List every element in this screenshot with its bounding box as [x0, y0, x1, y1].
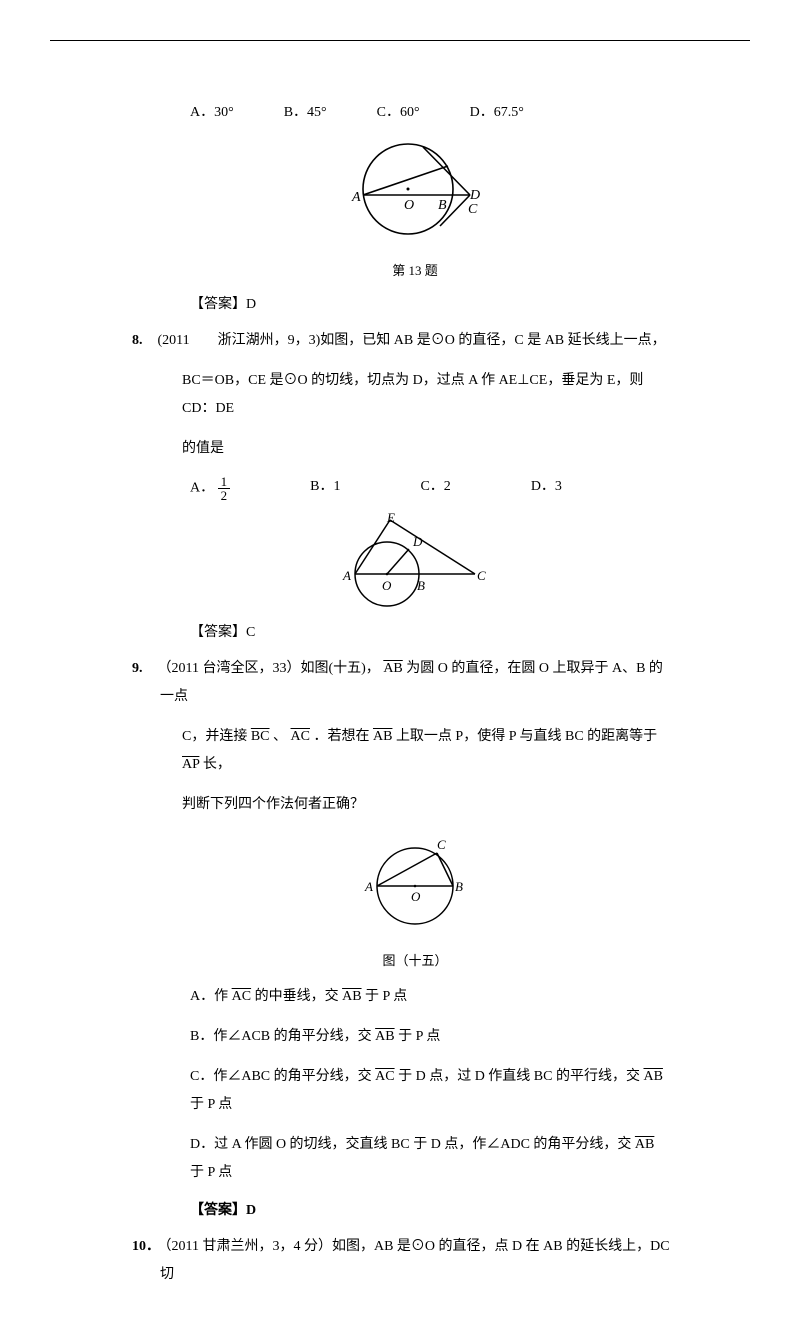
q7-opt-b: B．45°: [284, 101, 327, 121]
q9-answer: 【答案】D: [190, 1199, 670, 1219]
q9-label-O: O: [411, 889, 421, 904]
q8-label-D: D: [412, 534, 423, 549]
q8-line3: 的值是: [182, 435, 670, 463]
q8-num: 8.: [132, 327, 154, 355]
q8-opt-c: C．2: [420, 475, 450, 502]
seg-ap: AP: [182, 757, 199, 772]
q10-num: 10．: [132, 1233, 154, 1261]
seg-ab-4: AB: [375, 1029, 394, 1044]
q7-label-O: O: [404, 198, 414, 213]
q9-optD-a: D．过 A 作圆 O 的切线，交直线 BC 于 D 点，作∠ADC 的角平分线，…: [190, 1137, 635, 1152]
q9-optC-b: 于 D 点，过 D 作直线 BC 的平行线，交: [398, 1069, 643, 1084]
seg-bc: BC: [251, 729, 270, 744]
q8-label-C: C: [477, 568, 486, 583]
q9-optA: A．作 AC 的中垂线，交 AB 于 P 点: [190, 983, 670, 1011]
seg-ac-2: AC: [232, 989, 251, 1004]
q9-l2d: 上取一点 P，使得 P 与直线 BC 的距离等于: [396, 729, 657, 744]
q7-label-D: D: [469, 188, 480, 203]
q7-opt-d: D．67.5°: [470, 101, 524, 121]
q8-svg: A O B C D E: [325, 512, 505, 612]
seg-ab-2: AB: [373, 729, 392, 744]
q8-text1: (2011 浙江湖州，9，3)如图，已知 AB 是⊙O 的直径，C 是 AB 延…: [158, 333, 666, 348]
q9-optB: B．作∠ACB 的角平分线，交 AB 于 P 点: [190, 1023, 670, 1051]
q10-text1: （2011 甘肃兰州，3，4 分）如图，AB 是⊙O 的直径，点 D 在 AB …: [158, 1239, 670, 1282]
q8-label-O: O: [382, 578, 392, 593]
q7-figcaption: 第 13 题: [160, 260, 670, 279]
q7-answer: 【答案】D: [190, 293, 670, 313]
q9-num: 9.: [132, 655, 154, 683]
q9-optC-c: 于 P 点: [190, 1097, 232, 1112]
q8-opt-a: A． 1 2: [190, 475, 230, 502]
q7-opt-c: C．60°: [377, 101, 420, 121]
q8-line1: 8. (2011 浙江湖州，9，3)如图，已知 AB 是⊙O 的直径，C 是 A…: [160, 327, 670, 355]
q7-label-C: C: [468, 202, 478, 217]
q9-label-B: B: [455, 879, 463, 894]
q9-optB-b: 于 P 点: [398, 1029, 440, 1044]
seg-ab-1: AB: [383, 661, 402, 676]
q8-line2: BC＝OB，CE 是⊙O 的切线，切点为 D，过点 A 作 AE⊥CE，垂足为 …: [182, 367, 670, 423]
q9-l2c: ．若想在: [313, 729, 373, 744]
q8-label-A: A: [342, 568, 351, 583]
q9-l2a: C，并连接: [182, 729, 251, 744]
seg-ab-3: AB: [342, 989, 361, 1004]
q9-label-A: A: [364, 879, 373, 894]
q9-figure: A O B C: [160, 831, 670, 946]
q9-figcaption: 图（十五）: [160, 950, 670, 969]
q7-figure: A O B D C: [160, 131, 670, 256]
q7-label-B: B: [438, 198, 447, 213]
frac-den: 2: [218, 489, 231, 502]
q9-optC-a: C．作∠ABC 的角平分线，交: [190, 1069, 375, 1084]
q9-optB-a: B．作∠ACB 的角平分线，交: [190, 1029, 375, 1044]
q8-label-E: E: [386, 512, 395, 525]
q9-label-C: C: [437, 837, 446, 852]
q8-opt-a-frac: 1 2: [218, 475, 231, 502]
q7-svg: A O B D C: [330, 131, 500, 251]
page: A．30° B．45° C．60° D．67.5° A O B D C 第 13…: [50, 40, 750, 1341]
seg-ac-3: AC: [375, 1069, 394, 1084]
q8-opt-d: D．3: [531, 475, 562, 502]
q9-l1a: （2011 台湾全区，33）如图(十五)，: [158, 661, 380, 676]
q9-svg: A O B C: [345, 831, 485, 941]
q7-opt-a: A．30°: [190, 101, 234, 121]
seg-ac: AC: [291, 729, 310, 744]
q9-optC: C．作∠ABC 的角平分线，交 AC 于 D 点，过 D 作直线 BC 的平行线…: [190, 1063, 670, 1119]
q9-l2b: 、: [273, 729, 287, 744]
q9-line2: C，并连接 BC 、 AC ．若想在 AB 上取一点 P，使得 P 与直线 BC…: [182, 723, 670, 779]
seg-ab-6: AB: [635, 1137, 654, 1152]
q9-optA-a: A．作: [190, 989, 232, 1004]
frac-num: 1: [218, 475, 231, 489]
q9-optD-b: 于 P 点: [190, 1165, 232, 1180]
seg-ab-5: AB: [643, 1069, 662, 1084]
q8-opt-a-pre: A．: [190, 481, 214, 496]
q9-l2e: 长，: [203, 757, 231, 772]
q8-options: A． 1 2 B．1 C．2 D．3: [190, 475, 670, 502]
q9-optA-c: 于 P 点: [365, 989, 407, 1004]
q9-line1: 9. （2011 台湾全区，33）如图(十五)， AB 为圆 O 的直径，在圆 …: [160, 655, 670, 711]
q7-options: A．30° B．45° C．60° D．67.5°: [190, 101, 670, 121]
q8-answer: 【答案】C: [190, 621, 670, 641]
q9-optA-b: 的中垂线，交: [255, 989, 343, 1004]
q8-figure: A O B C D E: [160, 512, 670, 617]
q10-line1: 10． （2011 甘肃兰州，3，4 分）如图，AB 是⊙O 的直径，点 D 在…: [160, 1233, 670, 1289]
q9-optD: D．过 A 作圆 O 的切线，交直线 BC 于 D 点，作∠ADC 的角平分线，…: [190, 1131, 670, 1187]
q8-label-B: B: [417, 578, 425, 593]
q7-label-A: A: [351, 190, 361, 205]
q8-opt-b: B．1: [310, 475, 340, 502]
q9-line3: 判断下列四个作法何者正确？: [182, 791, 670, 819]
